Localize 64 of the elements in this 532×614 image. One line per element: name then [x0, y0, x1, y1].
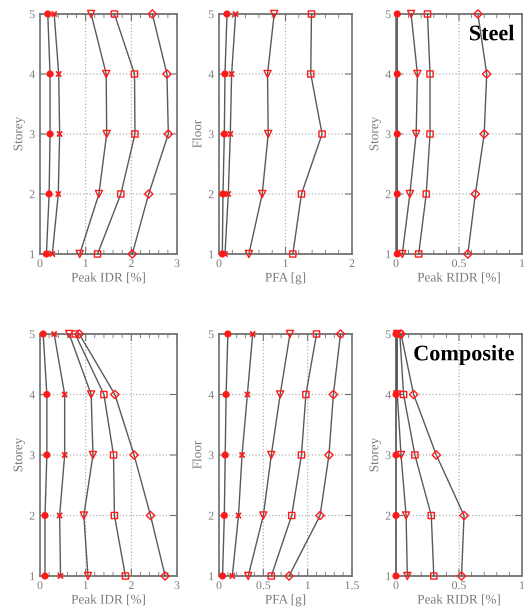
x-tick-label: 2 [350, 259, 354, 268]
x-tick-label: 2 [128, 259, 134, 268]
x-tick-label: 1 [84, 259, 88, 268]
y-tick-label: 2 [30, 190, 34, 198]
y-tick-label: 4 [385, 70, 391, 78]
x-tick-label: 1 [520, 259, 524, 268]
y-tick-label: 4 [29, 70, 35, 78]
y-tick-label: 2 [208, 190, 214, 198]
y-tick-label: 3 [30, 451, 35, 460]
y-axis-title: Storey [369, 438, 382, 472]
y-tick-label: 5 [30, 10, 35, 18]
x-tick-label: 2 [128, 581, 134, 590]
y-tick-label: 5 [386, 330, 391, 338]
y-axis-title: Floor [192, 120, 202, 148]
y-tick-label: 1 [386, 250, 390, 258]
y-tick-label: 2 [208, 512, 214, 520]
x-tick-label: 1 [306, 581, 310, 590]
y-tick-label: 3 [386, 451, 391, 460]
y-tick-label: 4 [385, 390, 391, 399]
y-tick-label: 1 [386, 572, 390, 580]
x-tick-label: 1 [84, 581, 88, 590]
y-tick-label: 3 [208, 451, 214, 460]
x-axis-title: Peak IDR [%] [72, 272, 145, 284]
y-tick-label: 2 [386, 512, 390, 520]
y-tick-label: 1 [209, 572, 214, 580]
x-tick-label: 0.5 [452, 259, 466, 268]
x-axis-title: Peak RIDR [%] [418, 594, 500, 606]
y-tick-label: 1 [30, 572, 34, 580]
x-tick-label: 3 [174, 259, 180, 268]
y-tick-label: 5 [208, 330, 214, 338]
x-axis-title: PFA [g] [265, 272, 306, 284]
y-axis-title: Storey [369, 116, 382, 150]
x-tick-label: 0 [394, 259, 398, 268]
x-tick-label: 0.5 [452, 581, 466, 590]
y-tick-label: 1 [209, 250, 214, 258]
y-tick-label: 2 [30, 512, 34, 520]
y-tick-label: 2 [386, 190, 390, 198]
x-tick-label: 0 [38, 581, 42, 590]
y-tick-label: 4 [208, 70, 214, 78]
x-tick-label: 0 [38, 259, 42, 268]
y-tick-label: 5 [208, 10, 214, 18]
y-tick-label: 1 [30, 250, 34, 258]
y-axis-title: Floor [192, 440, 202, 469]
x-axis-title: PFA [g] [265, 594, 306, 606]
y-tick-label: 5 [30, 330, 35, 338]
y-tick-label: 5 [386, 10, 391, 18]
x-tick-label: 1.5 [346, 581, 359, 590]
x-tick-label: 1 [284, 259, 288, 268]
annotation: Composite [414, 344, 514, 366]
y-tick-label: 4 [29, 390, 35, 399]
y-tick-label: 3 [208, 130, 214, 138]
y-tick-label: 3 [386, 130, 391, 138]
x-tick-label: 0 [394, 581, 398, 590]
x-axis-title: Peak RIDR [%] [418, 272, 500, 284]
x-tick-label: 0 [216, 259, 222, 268]
x-tick-label: 3 [174, 581, 180, 590]
y-axis-title: Storey [13, 438, 26, 472]
y-tick-label: 4 [208, 390, 214, 399]
y-tick-label: 3 [30, 130, 35, 138]
y-axis-title: Storey [13, 116, 26, 150]
x-axis-title: Peak IDR [%] [72, 594, 145, 606]
x-tick-label: 1 [520, 581, 524, 590]
x-tick-label: 0.5 [256, 581, 270, 590]
x-tick-label: 0 [216, 581, 222, 590]
